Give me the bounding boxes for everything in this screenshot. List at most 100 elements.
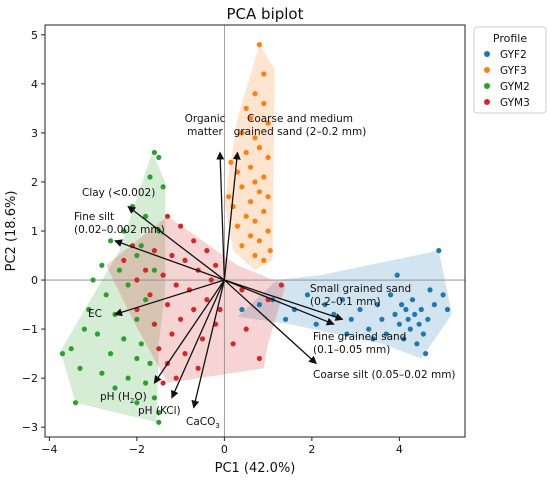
point-gyf2 (420, 331, 426, 337)
point-gyf3 (261, 257, 267, 263)
point-gym2 (134, 355, 140, 362)
legend-title: Profile (493, 32, 527, 45)
chart-title: PCA biplot (227, 5, 304, 23)
legend-marker-gyf3 (484, 67, 490, 73)
point-gym3 (160, 272, 166, 278)
point-gym2 (138, 243, 144, 249)
point-gyf2 (339, 297, 346, 303)
hull-gyf2 (237, 250, 452, 359)
point-gyf2 (239, 306, 245, 313)
point-gym3 (256, 355, 262, 362)
point-gym2 (134, 400, 140, 406)
point-gym2 (143, 213, 149, 219)
loading-arrow-coarse-silt-0-05-0-02-mm (223, 279, 317, 365)
point-gym2 (81, 326, 87, 332)
point-gym3 (191, 238, 197, 244)
point-gyf2 (431, 302, 437, 308)
x-tick-label: 2 (308, 443, 315, 456)
point-gyf3 (265, 120, 271, 126)
point-gyf3 (267, 248, 273, 254)
point-gym3 (173, 375, 179, 381)
point-gym2 (94, 331, 101, 337)
point-gym2 (125, 282, 131, 288)
point-gym3 (230, 341, 236, 347)
point-gyf2 (383, 331, 389, 337)
point-gyf3 (261, 100, 267, 107)
x-tick-label: 4 (396, 443, 403, 456)
point-gym2 (73, 400, 79, 406)
point-gym2 (156, 409, 162, 416)
point-gym2 (112, 385, 118, 391)
point-gyf3 (265, 228, 271, 234)
point-gym2 (147, 360, 153, 366)
point-gym2 (121, 228, 127, 234)
point-gym3 (151, 321, 157, 327)
point-gym2 (151, 267, 157, 273)
point-gyf3 (239, 184, 245, 190)
point-gyf3 (239, 243, 245, 249)
loading-arrow-fine-silt-0-02-0-002-mm (114, 239, 225, 281)
point-gym3 (121, 257, 127, 263)
point-gyf2 (425, 316, 431, 322)
loading-arrow-coarse-and-medium-grained-sand-2-0-2-mm (223, 151, 241, 281)
point-gym3 (208, 277, 214, 283)
point-gym2 (134, 316, 140, 322)
point-gym3 (178, 223, 184, 229)
point-gym3 (182, 257, 188, 263)
point-gym3 (156, 346, 162, 352)
point-gym2 (147, 174, 153, 180)
loading-label-organic-matter: Organic matter (185, 113, 226, 138)
point-gym3 (182, 351, 188, 357)
legend: Profile GYF2 GYF3 GYM2 GYM3 (473, 26, 547, 114)
point-gyf3 (261, 71, 267, 77)
point-gym3 (134, 277, 140, 283)
y-tick-label: 3 (31, 127, 38, 140)
point-gyf3 (252, 91, 258, 97)
point-gyf2 (416, 321, 422, 327)
hull-layer (60, 44, 452, 423)
point-gyf2 (418, 306, 424, 313)
point-gyf3 (261, 174, 267, 180)
point-gym3 (151, 248, 157, 254)
y-tick-label: 1 (31, 225, 38, 238)
point-gyf3 (252, 218, 258, 224)
point-gyf3 (252, 135, 258, 141)
point-gym2 (143, 297, 149, 303)
point-gym3 (178, 316, 184, 322)
point-gyf2 (396, 321, 402, 327)
point-gyf2 (399, 302, 405, 308)
point-gyf2 (407, 326, 413, 332)
point-gyf3 (228, 159, 234, 165)
loading-arrow-ph-kcl (171, 279, 225, 399)
x-tick-label: −4 (41, 443, 57, 456)
point-gyf3 (248, 199, 254, 205)
point-gym3 (169, 252, 175, 259)
point-gyf3 (234, 223, 241, 229)
y-axis-ticks: −3 −2 −1 0 1 2 3 4 5 (22, 29, 45, 434)
loading-label-ec: EC (88, 308, 102, 320)
loading-label-fine-grained-sand-0-1-0-05-mm: Fine grained sand (0.1–0.05 mm) (313, 331, 406, 356)
legend-label-gym2: GYM2 (500, 81, 530, 93)
loading-label-caco3: CaCO3 (186, 416, 220, 430)
point-gyf2 (414, 341, 420, 347)
point-gyf2 (405, 316, 411, 322)
point-gym2 (99, 370, 105, 376)
point-gyf3 (248, 115, 254, 121)
point-gyf2 (394, 272, 400, 278)
loading-label-ph-kcl: pH (KCl) (138, 405, 181, 417)
point-gyf3 (243, 105, 249, 111)
point-gyf3 (256, 145, 262, 151)
point-gym3 (278, 282, 284, 288)
point-gyf2 (440, 292, 446, 298)
point-gym2 (151, 149, 157, 156)
point-gym2 (77, 365, 83, 371)
legend-marker-gym3 (484, 99, 490, 105)
loading-arrow-ph-h2o (153, 279, 225, 384)
point-gym2 (90, 277, 96, 283)
loading-label-coarse-and-medium-grained-sand-2-0-2-mm: Coarse and medium grained sand (2–0.2 mm) (234, 113, 367, 138)
loading-arrow-fine-grained-sand-0-1-0-05-mm (224, 279, 335, 326)
point-gym3 (243, 326, 249, 332)
y-tick-label: −2 (22, 372, 38, 385)
point-gym2 (86, 306, 92, 313)
point-gyf2 (344, 331, 350, 337)
